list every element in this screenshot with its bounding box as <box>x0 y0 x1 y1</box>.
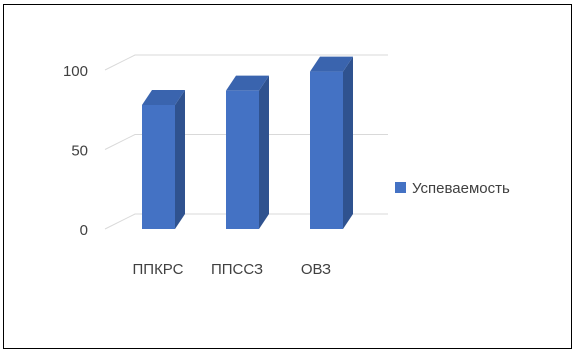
legend-label: Успеваемость <box>412 180 510 197</box>
grid-line <box>104 213 388 230</box>
bar <box>142 89 185 229</box>
bars <box>142 56 353 230</box>
y-tick-labels: 0 50 100 <box>63 63 88 239</box>
bar-side <box>175 89 185 229</box>
bar-side <box>343 56 353 230</box>
y-tick-label: 100 <box>63 63 88 80</box>
bar-side <box>259 75 269 229</box>
grid-line <box>104 54 388 71</box>
grid-line <box>104 134 388 150</box>
bar-front <box>310 71 343 229</box>
bar <box>226 75 269 229</box>
bar-front <box>226 90 259 229</box>
x-tick-labels: ППКРС ППССЗ ОВЗ <box>133 261 332 278</box>
bar-top <box>226 75 269 91</box>
bar-top <box>310 56 353 72</box>
chart-frame <box>3 4 572 349</box>
legend: Успеваемость <box>395 180 510 197</box>
legend-swatch <box>395 182 406 193</box>
bar-top <box>142 89 185 105</box>
bar <box>310 56 353 230</box>
grid-lines <box>104 54 388 230</box>
x-tick-label: ППКРС <box>133 261 184 278</box>
x-tick-label: ППССЗ <box>211 261 263 278</box>
x-tick-label: ОВЗ <box>301 261 331 278</box>
bar-front <box>142 104 175 229</box>
y-tick-label: 0 <box>80 222 88 239</box>
y-tick-label: 50 <box>71 143 88 160</box>
